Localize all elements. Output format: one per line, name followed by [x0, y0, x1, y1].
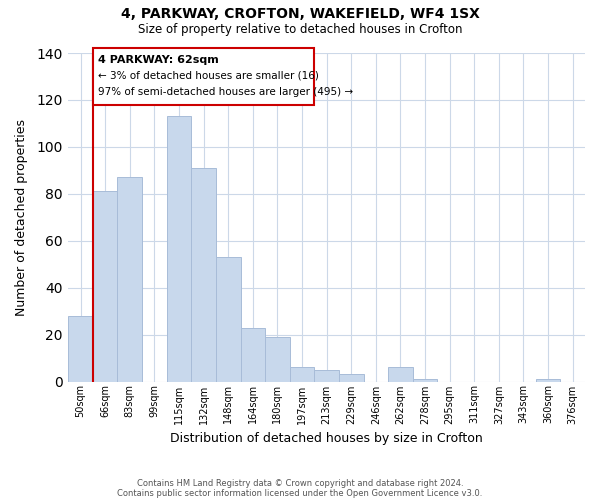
Bar	[241, 328, 265, 382]
Y-axis label: Number of detached properties: Number of detached properties	[15, 119, 28, 316]
Text: ← 3% of detached houses are smaller (16): ← 3% of detached houses are smaller (16)	[98, 70, 319, 81]
Text: Contains public sector information licensed under the Open Government Licence v3: Contains public sector information licen…	[118, 488, 482, 498]
Bar	[167, 116, 191, 382]
Bar	[265, 337, 290, 382]
Text: 4, PARKWAY, CROFTON, WAKEFIELD, WF4 1SX: 4, PARKWAY, CROFTON, WAKEFIELD, WF4 1SX	[121, 8, 479, 22]
Bar	[216, 257, 241, 382]
Bar	[388, 368, 413, 382]
Bar	[339, 374, 364, 382]
FancyBboxPatch shape	[93, 48, 314, 104]
Bar	[413, 379, 437, 382]
X-axis label: Distribution of detached houses by size in Crofton: Distribution of detached houses by size …	[170, 432, 483, 445]
Bar	[536, 379, 560, 382]
Text: 4 PARKWAY: 62sqm: 4 PARKWAY: 62sqm	[98, 55, 218, 65]
Bar	[68, 316, 93, 382]
Bar	[290, 368, 314, 382]
Bar	[191, 168, 216, 382]
Bar	[118, 178, 142, 382]
Bar	[314, 370, 339, 382]
Text: 97% of semi-detached houses are larger (495) →: 97% of semi-detached houses are larger (…	[98, 86, 353, 97]
Text: Contains HM Land Registry data © Crown copyright and database right 2024.: Contains HM Land Registry data © Crown c…	[137, 478, 463, 488]
Bar	[93, 192, 118, 382]
Text: Size of property relative to detached houses in Crofton: Size of property relative to detached ho…	[138, 22, 462, 36]
